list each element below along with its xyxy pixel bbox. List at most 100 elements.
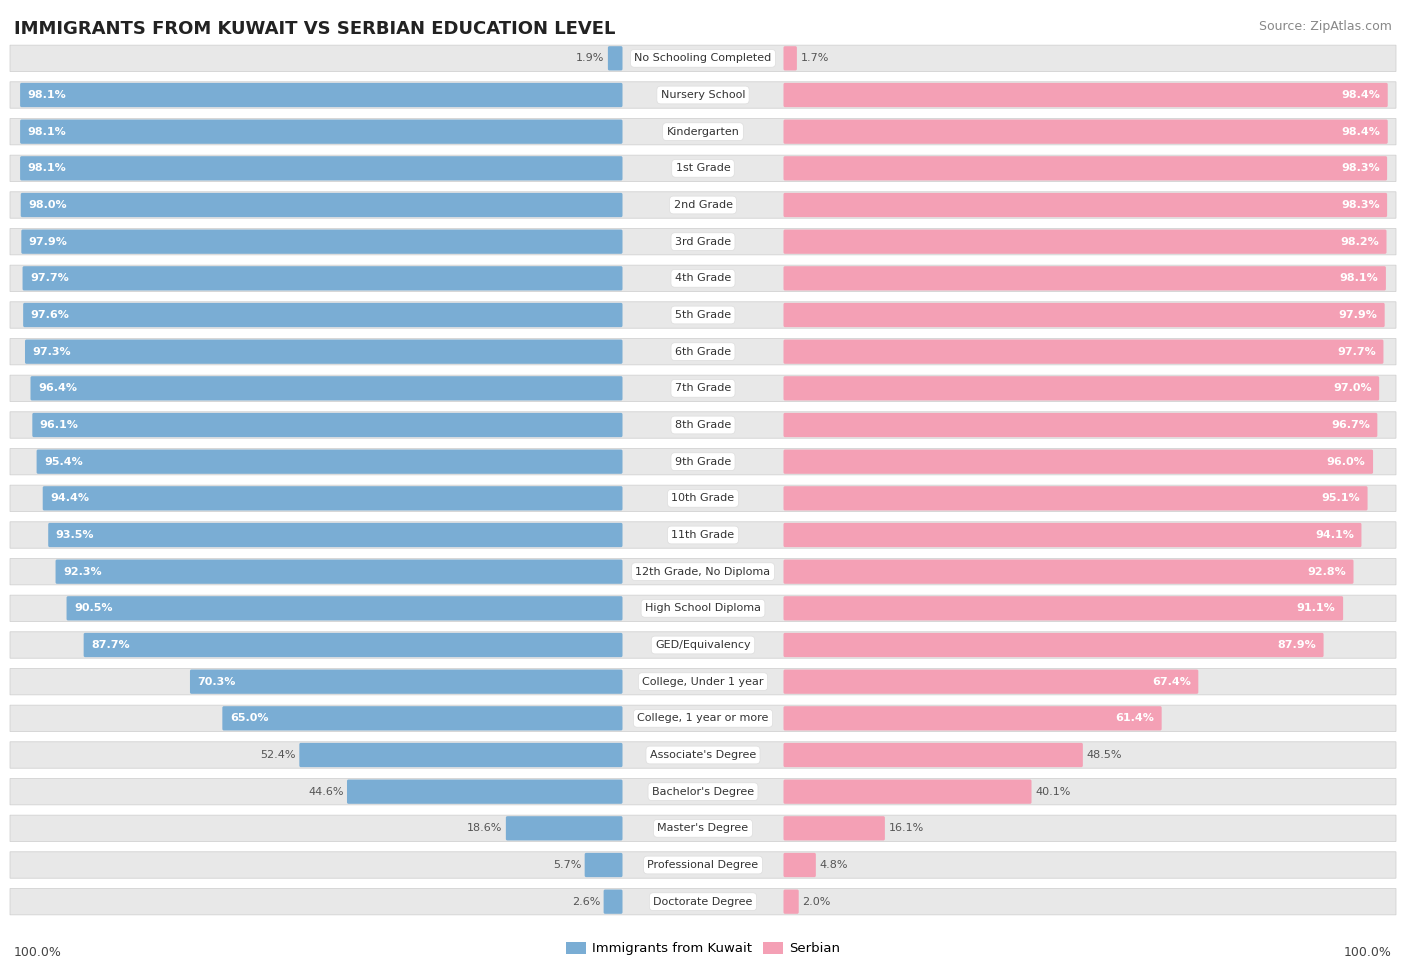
Text: 96.7%: 96.7% <box>1331 420 1369 430</box>
Text: Master's Degree: Master's Degree <box>658 823 748 834</box>
Text: 100.0%: 100.0% <box>1344 947 1392 959</box>
FancyBboxPatch shape <box>20 156 623 180</box>
Text: 94.4%: 94.4% <box>51 493 89 503</box>
FancyBboxPatch shape <box>22 266 623 291</box>
Text: Nursery School: Nursery School <box>661 90 745 100</box>
Text: 97.9%: 97.9% <box>1339 310 1376 320</box>
Text: 1st Grade: 1st Grade <box>676 164 730 174</box>
Text: IMMIGRANTS FROM KUWAIT VS SERBIAN EDUCATION LEVEL: IMMIGRANTS FROM KUWAIT VS SERBIAN EDUCAT… <box>14 20 616 38</box>
FancyBboxPatch shape <box>783 743 1083 767</box>
FancyBboxPatch shape <box>783 376 1379 401</box>
Text: 97.3%: 97.3% <box>32 347 72 357</box>
FancyBboxPatch shape <box>10 852 1396 878</box>
Text: 87.9%: 87.9% <box>1277 640 1316 650</box>
FancyBboxPatch shape <box>783 120 1388 143</box>
Text: 92.3%: 92.3% <box>63 566 101 576</box>
Text: Source: ZipAtlas.com: Source: ZipAtlas.com <box>1260 20 1392 33</box>
Text: 98.0%: 98.0% <box>28 200 67 210</box>
Text: 98.4%: 98.4% <box>1341 127 1381 136</box>
FancyBboxPatch shape <box>783 46 797 70</box>
FancyBboxPatch shape <box>607 46 623 70</box>
Text: 1.7%: 1.7% <box>800 54 828 63</box>
FancyBboxPatch shape <box>22 303 623 328</box>
FancyBboxPatch shape <box>10 888 1396 915</box>
Text: 18.6%: 18.6% <box>467 823 502 834</box>
FancyBboxPatch shape <box>783 596 1343 620</box>
FancyBboxPatch shape <box>506 816 623 840</box>
Text: 4th Grade: 4th Grade <box>675 273 731 284</box>
FancyBboxPatch shape <box>783 889 799 914</box>
Text: 10th Grade: 10th Grade <box>672 493 734 503</box>
FancyBboxPatch shape <box>10 119 1396 145</box>
FancyBboxPatch shape <box>31 376 623 401</box>
Text: Associate's Degree: Associate's Degree <box>650 750 756 760</box>
FancyBboxPatch shape <box>783 303 1385 328</box>
Text: 2.0%: 2.0% <box>803 897 831 907</box>
Text: 65.0%: 65.0% <box>229 714 269 723</box>
Text: 2.6%: 2.6% <box>572 897 600 907</box>
FancyBboxPatch shape <box>66 596 623 620</box>
FancyBboxPatch shape <box>10 778 1396 805</box>
Text: 8th Grade: 8th Grade <box>675 420 731 430</box>
Text: 40.1%: 40.1% <box>1035 787 1070 797</box>
Text: Professional Degree: Professional Degree <box>647 860 759 870</box>
Text: 67.4%: 67.4% <box>1152 677 1191 686</box>
FancyBboxPatch shape <box>783 449 1374 474</box>
Text: GED/Equivalency: GED/Equivalency <box>655 640 751 650</box>
Text: 16.1%: 16.1% <box>889 823 924 834</box>
Text: 2nd Grade: 2nd Grade <box>673 200 733 210</box>
FancyBboxPatch shape <box>32 412 623 437</box>
FancyBboxPatch shape <box>783 523 1361 547</box>
Text: 98.4%: 98.4% <box>1341 90 1381 100</box>
FancyBboxPatch shape <box>10 815 1396 841</box>
FancyBboxPatch shape <box>783 229 1386 254</box>
Text: 96.0%: 96.0% <box>1327 456 1365 467</box>
Text: 98.1%: 98.1% <box>28 127 66 136</box>
Text: 11th Grade: 11th Grade <box>672 530 734 540</box>
Text: 61.4%: 61.4% <box>1115 714 1154 723</box>
Text: 97.0%: 97.0% <box>1333 383 1372 393</box>
Text: 98.3%: 98.3% <box>1341 200 1379 210</box>
FancyBboxPatch shape <box>10 411 1396 438</box>
FancyBboxPatch shape <box>299 743 623 767</box>
Text: 93.5%: 93.5% <box>56 530 94 540</box>
FancyBboxPatch shape <box>190 670 623 694</box>
Text: Bachelor's Degree: Bachelor's Degree <box>652 787 754 797</box>
Text: 1.9%: 1.9% <box>576 54 605 63</box>
FancyBboxPatch shape <box>21 229 623 254</box>
FancyBboxPatch shape <box>783 816 884 840</box>
FancyBboxPatch shape <box>783 487 1368 511</box>
FancyBboxPatch shape <box>37 449 623 474</box>
Text: 4.8%: 4.8% <box>820 860 848 870</box>
Text: High School Diploma: High School Diploma <box>645 604 761 613</box>
FancyBboxPatch shape <box>783 412 1378 437</box>
FancyBboxPatch shape <box>222 706 623 730</box>
Text: 98.1%: 98.1% <box>1340 273 1378 284</box>
FancyBboxPatch shape <box>783 266 1386 291</box>
Text: 5th Grade: 5th Grade <box>675 310 731 320</box>
Text: 7th Grade: 7th Grade <box>675 383 731 393</box>
FancyBboxPatch shape <box>10 632 1396 658</box>
FancyBboxPatch shape <box>10 742 1396 768</box>
FancyBboxPatch shape <box>783 633 1323 657</box>
Text: 100.0%: 100.0% <box>14 947 62 959</box>
FancyBboxPatch shape <box>83 633 623 657</box>
FancyBboxPatch shape <box>783 706 1161 730</box>
Text: 87.7%: 87.7% <box>91 640 129 650</box>
Text: No Schooling Completed: No Schooling Completed <box>634 54 772 63</box>
FancyBboxPatch shape <box>48 523 623 547</box>
Text: 70.3%: 70.3% <box>197 677 236 686</box>
FancyBboxPatch shape <box>783 193 1388 217</box>
Text: Kindergarten: Kindergarten <box>666 127 740 136</box>
Text: 12th Grade, No Diploma: 12th Grade, No Diploma <box>636 566 770 576</box>
FancyBboxPatch shape <box>783 83 1388 107</box>
FancyBboxPatch shape <box>10 82 1396 108</box>
Text: 9th Grade: 9th Grade <box>675 456 731 467</box>
FancyBboxPatch shape <box>20 120 623 143</box>
FancyBboxPatch shape <box>10 522 1396 548</box>
FancyBboxPatch shape <box>21 193 623 217</box>
Text: 48.5%: 48.5% <box>1087 750 1122 760</box>
FancyBboxPatch shape <box>10 338 1396 365</box>
Text: 97.6%: 97.6% <box>31 310 69 320</box>
Text: 44.6%: 44.6% <box>308 787 343 797</box>
